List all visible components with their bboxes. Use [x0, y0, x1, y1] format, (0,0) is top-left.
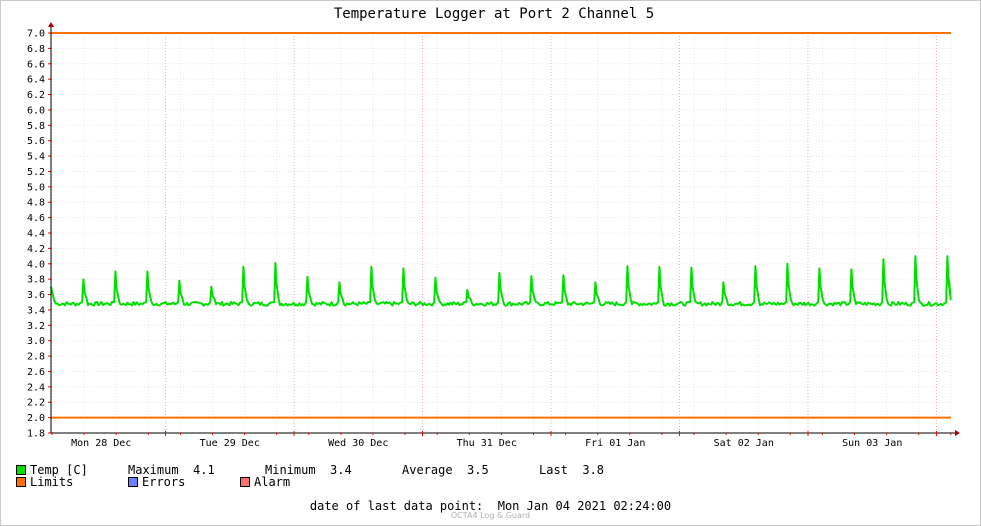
- legend-temp-swatch: [16, 465, 26, 475]
- y-tick-label: 1.8: [27, 429, 45, 440]
- stat-average: Average 3.5: [402, 463, 489, 477]
- legend-alarm-swatch: [240, 477, 250, 487]
- y-tick-label: 6.8: [27, 44, 45, 55]
- x-tick-label: Tue 29 Dec: [200, 438, 260, 449]
- stat-maximum: Maximum 4.1: [128, 463, 215, 477]
- y-tick-label: 2.2: [27, 398, 45, 409]
- x-tick-label: Thu 31 Dec: [457, 438, 517, 449]
- stat-average-label: Average: [402, 463, 453, 477]
- y-tick-label: 2.0: [27, 413, 45, 424]
- y-tick-label: 5.2: [27, 167, 45, 178]
- x-tick-label: Fri 01 Jan: [585, 438, 645, 449]
- y-tick-label: 3.8: [27, 275, 45, 286]
- y-tick-label: 2.4: [27, 382, 45, 393]
- y-tick-label: 5.6: [27, 136, 45, 147]
- x-tick-label: Sat 02 Jan: [714, 438, 774, 449]
- y-tick-label: 2.8: [27, 352, 45, 363]
- legend-errors: Errors: [128, 475, 185, 489]
- last-data-point-value: Mon Jan 04 2021 02:24:00: [497, 499, 672, 513]
- x-tick-label: Sun 03 Jan: [842, 438, 902, 449]
- grid-layer: [51, 32, 952, 433]
- y-tick-label: 2.6: [27, 367, 45, 378]
- y-tick-label: 5.0: [27, 182, 45, 193]
- y-tick-label: 5.4: [27, 152, 45, 163]
- x-tick-label: Wed 30 Dec: [328, 438, 388, 449]
- y-tick-label: 4.6: [27, 213, 45, 224]
- x-axis-arrow: [955, 430, 960, 436]
- y-tick-label: 3.0: [27, 336, 45, 347]
- stat-minimum: Minimum 3.4: [265, 463, 352, 477]
- stat-last-value: 3.8: [582, 463, 605, 477]
- limit-layer: [51, 32, 951, 419]
- x-tick-labels: Mon 28 Dec Tue 29 Dec Wed 30 Dec Thu 31 Dec…: [71, 438, 902, 449]
- legend-limits-swatch: [16, 477, 26, 487]
- y-tick-label: 3.4: [27, 305, 45, 316]
- last-data-point: date of last data point: Mon Jan 04 2021…: [0, 499, 981, 513]
- y-tick-label: 3.6: [27, 290, 45, 301]
- legend-alarm-label: Alarm: [254, 475, 291, 489]
- stat-average-value: 3.5: [467, 463, 489, 477]
- legend-limits: Limits: [16, 475, 73, 489]
- x-tick-label: Mon 28 Dec: [71, 438, 131, 449]
- y-tick-label: 6.2: [27, 90, 45, 101]
- temp-series-line: [50, 255, 952, 307]
- legend-temp: Temp [C]: [16, 463, 88, 477]
- chart-title: Temperature Logger at Port 2 Channel 5: [334, 6, 654, 22]
- stat-last-label: Last: [539, 463, 568, 477]
- y-tick-label: 4.8: [27, 198, 45, 209]
- legend-alarm: Alarm: [240, 475, 290, 489]
- legend-errors-label: Errors: [142, 475, 186, 489]
- stat-maximum-label: Maximum: [128, 463, 179, 477]
- stat-last: Last 3.8: [539, 463, 604, 477]
- axis-layer: [48, 22, 960, 436]
- y-tick-label: 6.0: [27, 105, 45, 116]
- legend-limits-label: Limits: [30, 475, 74, 489]
- legend-errors-swatch: [128, 477, 138, 487]
- y-tick-label: 6.4: [27, 75, 45, 86]
- stat-minimum-value: 3.4: [330, 463, 352, 477]
- y-tick-label: 4.2: [27, 244, 45, 255]
- y-tick-label: 4.4: [27, 229, 45, 240]
- y-axis-arrow: [48, 22, 54, 27]
- y-tick-label: 7.0: [27, 29, 45, 40]
- series-layer: [50, 255, 952, 307]
- y-tick-label: 3.2: [27, 321, 45, 332]
- credit-text: OCTA4 Log & Guard: [450, 511, 531, 520]
- y-tick-label: 5.8: [27, 121, 45, 132]
- y-tick-label: 6.6: [27, 59, 45, 70]
- y-tick-label: 4.0: [27, 259, 45, 270]
- stat-maximum-value: 4.1: [193, 463, 215, 477]
- stat-minimum-label: Minimum: [265, 463, 316, 477]
- y-tick-labels: 7.0 6.8 6.6 6.4 6.2 6.0 5.8 5.6 5.4 5.2 5.0 4.8 4.6 4…: [27, 29, 45, 440]
- legend-temp-label: Temp [C]: [30, 463, 88, 477]
- last-data-point-label: date of last data point:: [309, 499, 484, 513]
